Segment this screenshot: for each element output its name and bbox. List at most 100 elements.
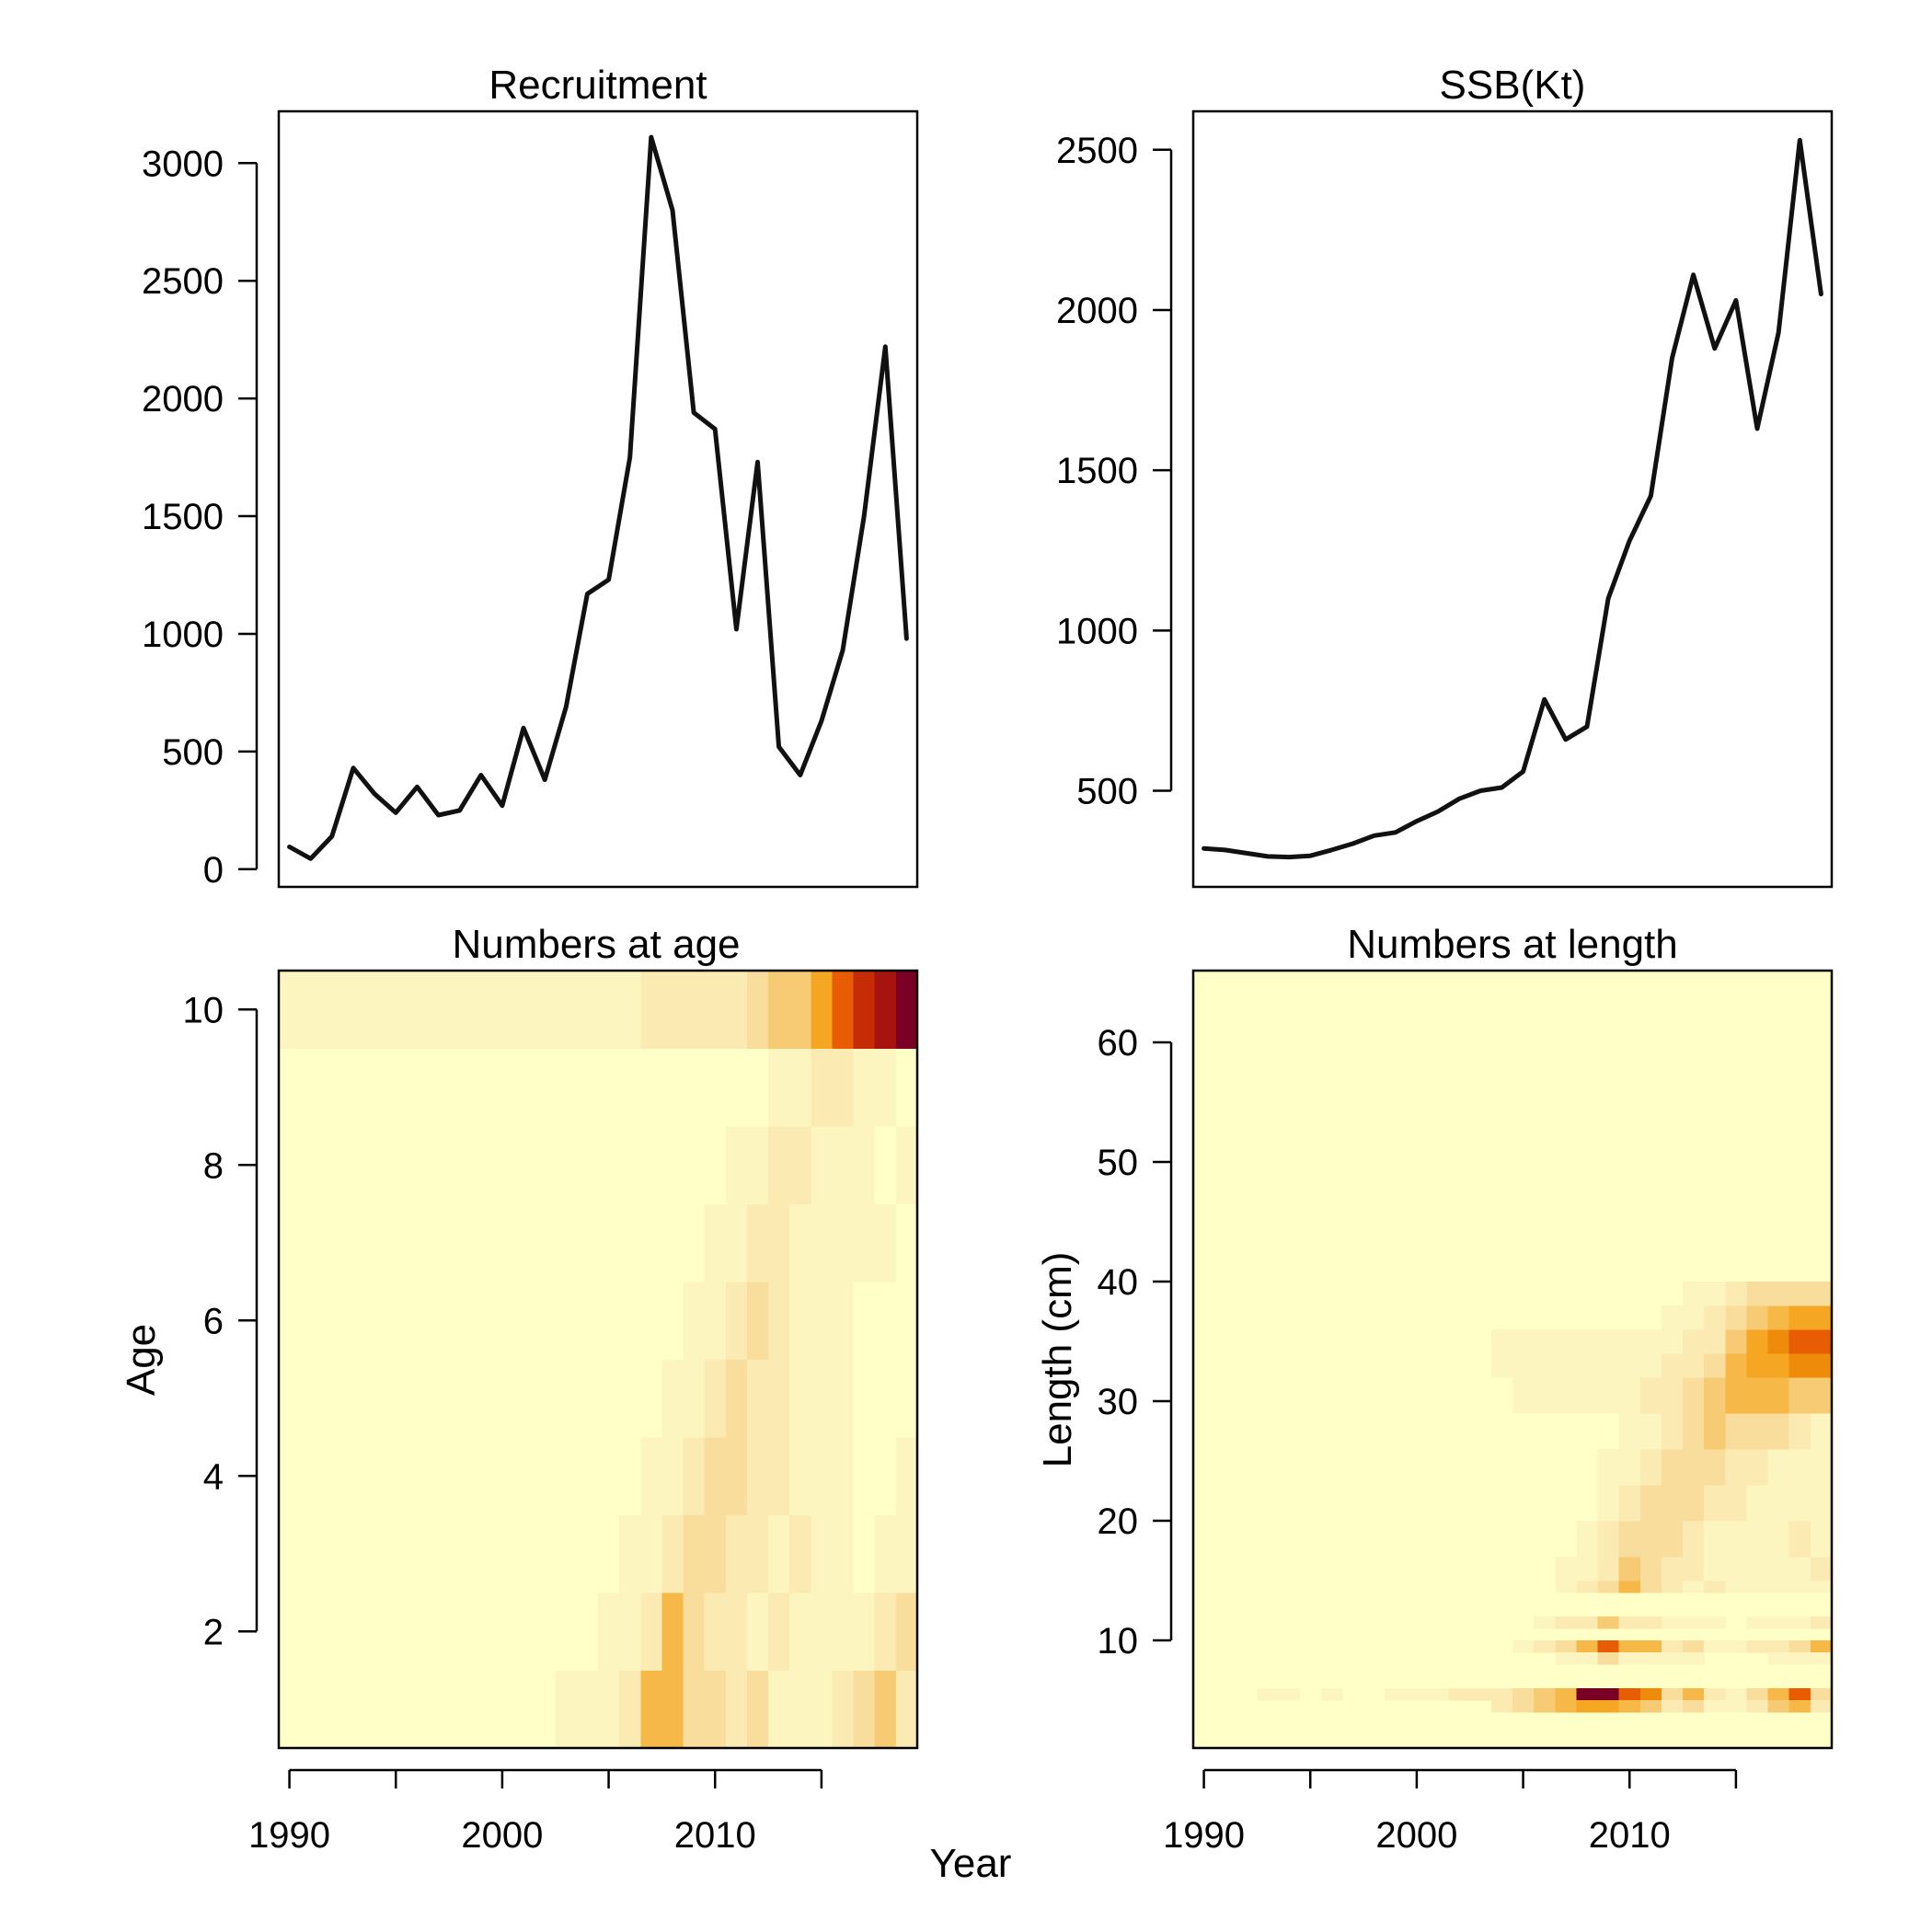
length-cell [1576,1557,1599,1581]
ssb-frame [1191,109,1834,889]
length-cell [1534,1377,1556,1414]
age-cell [811,1203,833,1282]
numbers-at-length-x-axis: 1990 2000 2010 [1163,1768,1738,1856]
year-axis-label: Year [930,1841,1012,1886]
y-tick-label: 6 [203,1301,224,1341]
age-cell [576,1593,599,1672]
age-cell [619,1359,641,1438]
age-cell [279,971,301,1050]
age-cell [427,1048,450,1127]
age-cell [512,971,535,1050]
age-cell [406,1593,429,1672]
length-cell [1555,1557,1577,1581]
age-cell [661,1282,684,1361]
length-cell [1725,1305,1747,1330]
age-cell [746,1437,769,1516]
age-cell [853,1593,876,1672]
length-cell [1661,1449,1684,1486]
age-cell [491,1359,513,1438]
length-cell [1788,1282,1811,1306]
length-cell [1534,1700,1556,1713]
length-cell [1512,1640,1535,1653]
length-cell [1597,1557,1620,1581]
age-cell [725,1514,748,1593]
ssb-series-line [1202,137,1823,860]
length-cell [1704,1449,1726,1486]
length-cell [1725,1377,1747,1414]
length-cell [1704,1413,1726,1450]
length-cell [1725,1581,1747,1593]
y-tick-label: 1000 [142,615,224,655]
age-cell [683,1359,706,1438]
length-cell [1683,1329,1705,1354]
length-cell [1576,1616,1599,1629]
length-cell [1555,1377,1577,1414]
age-cell [279,1048,301,1127]
length-cell [1555,1640,1577,1653]
length-cell [1810,1485,1833,1522]
length-cell [1597,1449,1620,1486]
length-cell [1810,1413,1833,1450]
length-cell [1534,1640,1556,1653]
age-cell [683,1282,706,1361]
age-cell [534,1126,557,1205]
age-cell [746,1359,769,1438]
length-cell [1683,1521,1705,1558]
length-cell [1746,1305,1769,1330]
age-cell [661,1048,684,1127]
age-cell [363,1203,386,1282]
length-cell [1661,1700,1684,1713]
length-cell [1576,1700,1599,1713]
age-cell [406,1514,429,1593]
age-cell [619,1203,641,1282]
age-cell [832,1593,855,1672]
length-cell [1512,1377,1535,1414]
age-cell [640,1670,662,1749]
age-cell [576,1126,599,1205]
length-cell [1618,1521,1641,1558]
length-cell [1490,1700,1513,1713]
age-cell [832,1514,855,1593]
age-cell [512,1203,535,1282]
age-cell [811,1514,833,1593]
age-cell [725,1437,748,1516]
recruitment-title: Recruitment [489,63,707,108]
age-cell [385,1359,408,1438]
age-cell [874,1514,897,1593]
length-cell [1639,1581,1662,1593]
age-cell [491,1514,513,1593]
age-cell [640,1359,662,1438]
age-cell [406,1126,429,1205]
x-tick-label: 2010 [674,1815,756,1856]
age-cell [832,971,855,1050]
length-cell [1746,1688,1769,1701]
length-cell [1788,1616,1811,1629]
age-cell [853,1514,876,1593]
age-cell [491,1437,513,1516]
age-cell [683,1670,706,1749]
age-cell [342,1126,365,1205]
length-cell [1639,1557,1662,1581]
length-cell [1810,1282,1833,1306]
age-cell [746,1048,769,1127]
length-cell [1683,1377,1705,1414]
age-cell [832,1203,855,1282]
length-cell [1512,1688,1535,1701]
age-cell [640,1593,662,1672]
age-cell [427,1593,450,1672]
length-cell [1767,1581,1790,1593]
age-cell [768,1203,790,1282]
numbers-at-age-plot-area [279,971,918,1749]
length-cell [1767,1449,1790,1486]
length-cell [1597,1640,1620,1653]
length-cell [1810,1581,1833,1593]
length-cell [1788,1581,1811,1593]
age-cell [640,1203,662,1282]
age-cell [512,1593,535,1672]
age-cell [874,1593,897,1672]
age-cell [746,1593,769,1672]
age-cell [406,1670,429,1749]
length-cell [1788,1688,1811,1701]
age-cell [661,971,684,1050]
length-cell [1278,1688,1301,1701]
